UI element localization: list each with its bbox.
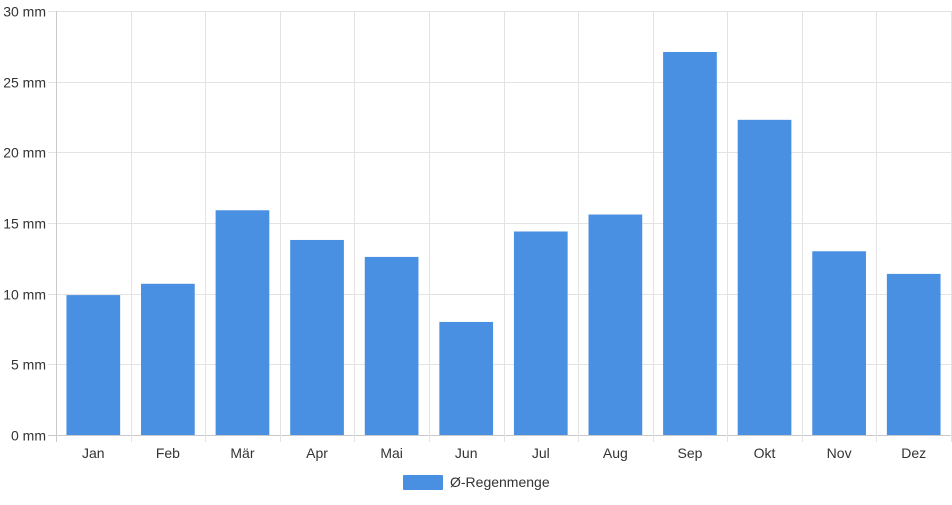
y-tick-label: 30 mm	[3, 4, 46, 20]
bar-okt[interactable]	[737, 119, 792, 436]
grid-layer	[48, 11, 952, 442]
x-tick-label: Dez	[901, 445, 926, 461]
x-tick-label: Mai	[380, 445, 403, 461]
x-tick-label: Mär	[230, 445, 254, 461]
x-tick-label: Okt	[754, 445, 776, 461]
x-tick-label: Nov	[827, 445, 852, 461]
bars-layer	[66, 51, 941, 436]
bar-jul[interactable]	[513, 231, 568, 435]
x-tick-label: Apr	[306, 445, 328, 461]
y-tick-label: 5 mm	[11, 357, 46, 373]
y-tick-label: 0 mm	[11, 428, 46, 444]
y-tick-label: 25 mm	[3, 75, 46, 91]
y-tick-label: 20 mm	[3, 145, 46, 161]
bar-jun[interactable]	[439, 321, 494, 435]
y-tick-label: 10 mm	[3, 287, 46, 303]
x-tick-label: Jan	[82, 445, 105, 461]
axis-layer: 0 mm 5 mm 10 mm 15 mm 20 mm 25 mm 30 mm Jan Feb M…	[3, 4, 926, 462]
legend[interactable]: Ø-Regenmenge	[403, 474, 550, 490]
bar-jan[interactable]	[66, 295, 121, 435]
legend-label: Ø-Regenmenge	[450, 474, 550, 490]
bar-nov[interactable]	[812, 251, 866, 435]
bar-feb[interactable]	[141, 283, 195, 435]
legend-swatch	[403, 475, 443, 490]
bar-sep[interactable]	[663, 51, 717, 436]
bar-mär[interactable]	[215, 210, 270, 435]
x-tick-label: Jul	[532, 445, 550, 461]
bar-apr[interactable]	[290, 239, 344, 435]
x-tick-label: Jun	[455, 445, 478, 461]
x-tick-label: Feb	[156, 445, 180, 461]
x-tick-label: Sep	[677, 445, 702, 461]
y-tick-label: 15 mm	[3, 216, 46, 232]
bar-aug[interactable]	[588, 214, 643, 435]
bar-mai[interactable]	[364, 256, 419, 435]
x-tick-label: Aug	[603, 445, 628, 461]
bar-dez[interactable]	[886, 273, 941, 435]
